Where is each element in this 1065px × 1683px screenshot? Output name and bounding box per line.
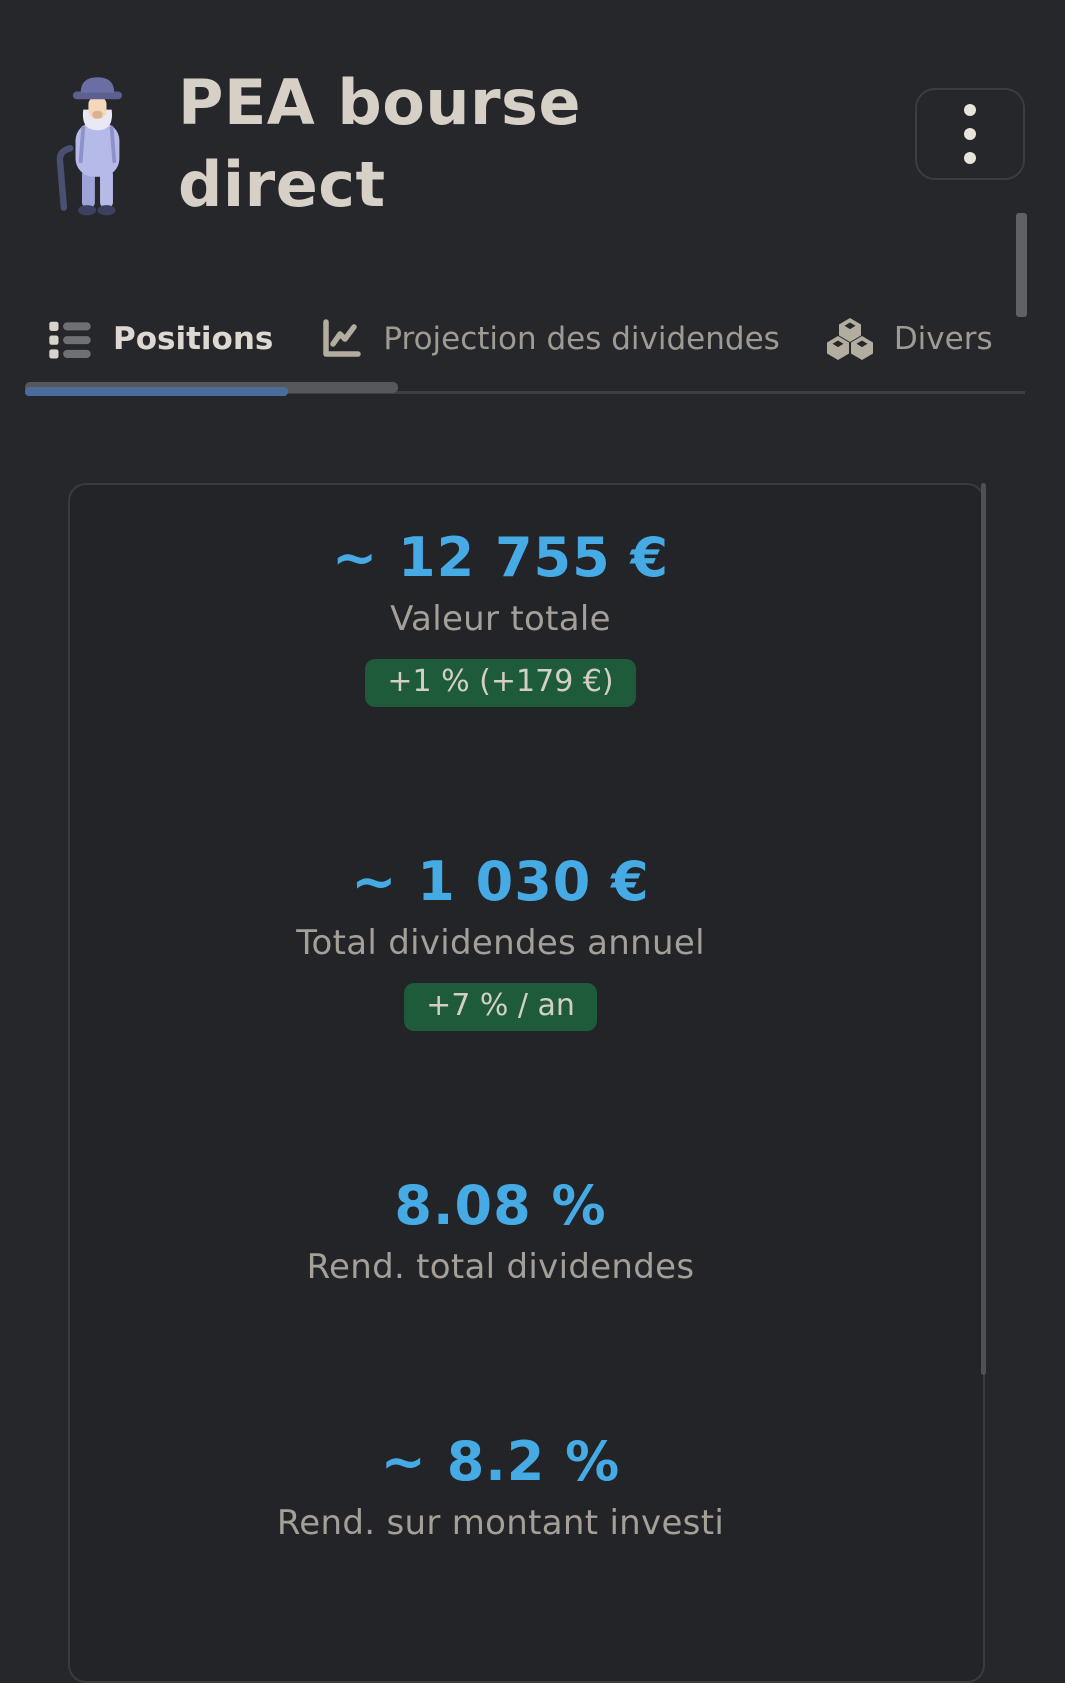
status-badge: +1 % (+179 €) [365,658,636,707]
stats-list: ~ 12 755 € Valeur totale +1 % (+179 €) ~… [70,485,983,1543]
chart-line-icon [323,319,362,357]
gallery-card[interactable]: ~ 12 755 € Valeur totale +1 % (+179 €) ~… [68,482,986,1683]
status-badge: +7 % / an [404,982,597,1031]
blocks-icon [826,317,873,360]
page-vertical-scrollbar[interactable] [1016,212,1027,317]
tab-track-line [25,390,1025,394]
card-vertical-scrollbar[interactable] [981,482,986,1375]
tab-projection-label: Projection des dividendes [383,320,780,357]
stat-label: Rend. sur montant investi [276,1502,725,1543]
stat-total-dividendes-annuel: ~ 1 030 € Total dividendes annuel +7 % /… [296,849,705,1031]
stat-label: Total dividendes annuel [296,922,705,963]
stat-value: ~ 12 755 € [331,525,670,589]
view-tabs: Positions Projection des dividendes Dive… [0,299,1065,379]
stat-label: Rend. total dividendes [306,1246,695,1287]
more-options-button[interactable] [915,88,1025,180]
kebab-menu-icon [964,104,976,164]
tab-projection-des-dividendes[interactable]: Projection des dividendes [319,317,780,361]
stat-label: Valeur totale [390,598,611,639]
tab-divers[interactable]: Divers [826,315,993,363]
old-man-emoji[interactable] [48,76,134,218]
stat-value: 8.08 % [394,1173,607,1237]
view-tabs-bar: Positions Projection des dividendes Dive… [0,212,1065,405]
page-title[interactable]: PEA bourse direct [178,66,582,222]
stat-value: ~ 1 030 € [351,849,650,913]
stat-valeur-totale: ~ 12 755 € Valeur totale +1 % (+179 €) [331,525,670,707]
page-header: PEA bourse direct [0,0,1065,227]
stat-rend-sur-montant-investi: ~ 8.2 % Rend. sur montant investi [276,1429,725,1543]
active-tab-indicator [25,386,288,396]
list-icon [49,321,91,359]
stat-value: ~ 8.2 % [380,1429,621,1493]
stat-rend-total-dividendes: 8.08 % Rend. total dividendes [306,1173,695,1287]
tab-positions[interactable]: Positions [47,316,273,362]
tab-underline-area [0,379,1065,405]
tab-positions-label: Positions [113,320,274,357]
tab-divers-label: Divers [893,320,993,357]
